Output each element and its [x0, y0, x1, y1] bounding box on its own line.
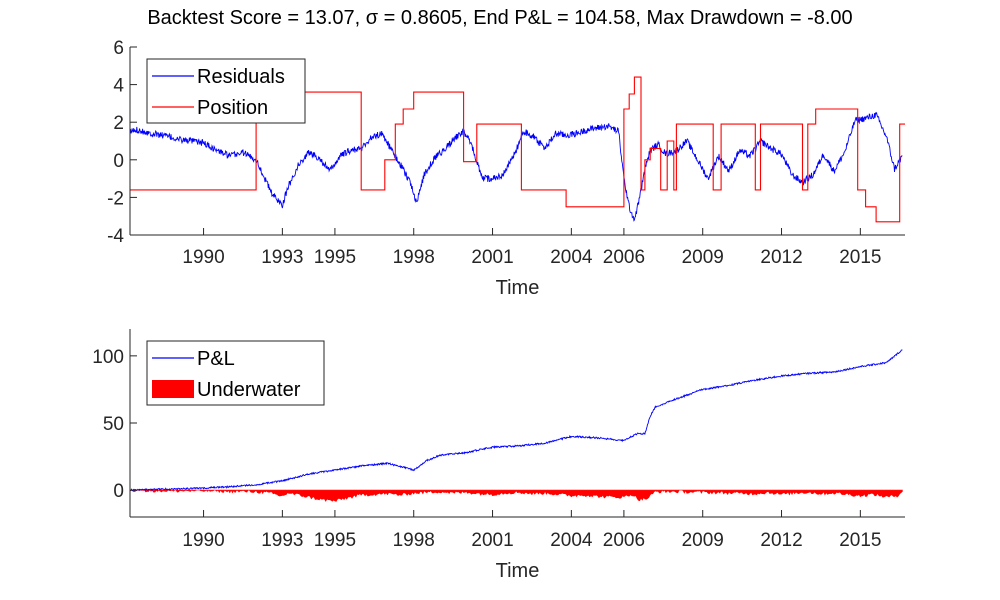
- pnl-underwater-panel: 0 50 100 1990 1993 1995 1998 2001 2004 2006 2009 20…: [92, 329, 905, 582]
- legend-swatch: [152, 380, 194, 398]
- y-tick-label: 2: [113, 113, 124, 134]
- legend-label-position: Position: [197, 97, 268, 119]
- legend-label-residuals: Residuals: [197, 66, 285, 88]
- x-tick-label: 1993: [261, 530, 303, 551]
- x-tick-label: 1990: [182, 530, 224, 551]
- x-tick-label: 2006: [603, 247, 645, 268]
- legend-label-underwater: Underwater: [197, 379, 301, 401]
- x-tick-label: 2004: [550, 530, 593, 551]
- y-tick-label: 0: [113, 151, 124, 172]
- x-tick-label: 2006: [603, 530, 645, 551]
- x-tick-label: 1995: [314, 530, 356, 551]
- x-axis-label: Time: [496, 277, 540, 299]
- y-tick-label: -2: [107, 188, 124, 209]
- x-tick-label: 2012: [760, 247, 802, 268]
- x-tick-label: 2001: [471, 530, 513, 551]
- series-p-l: [130, 349, 903, 492]
- figure-title: Backtest Score = 13.07, σ = 0.8605, End …: [147, 7, 852, 29]
- x-tick-label: 2015: [839, 247, 881, 268]
- x-tick-label: 2012: [760, 530, 802, 551]
- plot-data: [130, 76, 905, 223]
- x-tick-label: 1995: [314, 247, 356, 268]
- x-axis-label: Time: [496, 560, 540, 582]
- plot-data: [130, 349, 903, 502]
- x-tick-label: 1998: [393, 530, 435, 551]
- x-tick-label: 2004: [550, 247, 593, 268]
- x-tick-label: 1993: [261, 247, 303, 268]
- series-residuals: [130, 111, 903, 222]
- legend: P&L Underwater: [146, 340, 325, 406]
- y-tick-label: 100: [92, 347, 124, 368]
- series-underwater: [130, 489, 903, 502]
- residuals-position-panel: -4 -2 0 2 4 6 1990 1993 1995 1998 2001 2004 2006 2009…: [107, 38, 905, 299]
- x-tick-label: 2009: [682, 247, 724, 268]
- x-tick-label: 2015: [839, 530, 881, 551]
- legend-box: [146, 58, 306, 124]
- y-tick-label: 6: [113, 38, 124, 59]
- y-tick-label: 0: [113, 481, 124, 502]
- x-tick-label: 1998: [393, 247, 435, 268]
- x-tick-label: 2009: [682, 530, 724, 551]
- x-tick-label: 1990: [182, 247, 224, 268]
- series-position: [130, 76, 905, 223]
- y-tick-label: 4: [113, 76, 124, 97]
- legend-label-p-l: P&L: [197, 348, 235, 370]
- x-tick-label: 2001: [471, 247, 513, 268]
- y-tick-label: -4: [107, 226, 124, 247]
- y-tick-label: 50: [103, 414, 124, 435]
- legend: Residuals Position: [146, 58, 306, 124]
